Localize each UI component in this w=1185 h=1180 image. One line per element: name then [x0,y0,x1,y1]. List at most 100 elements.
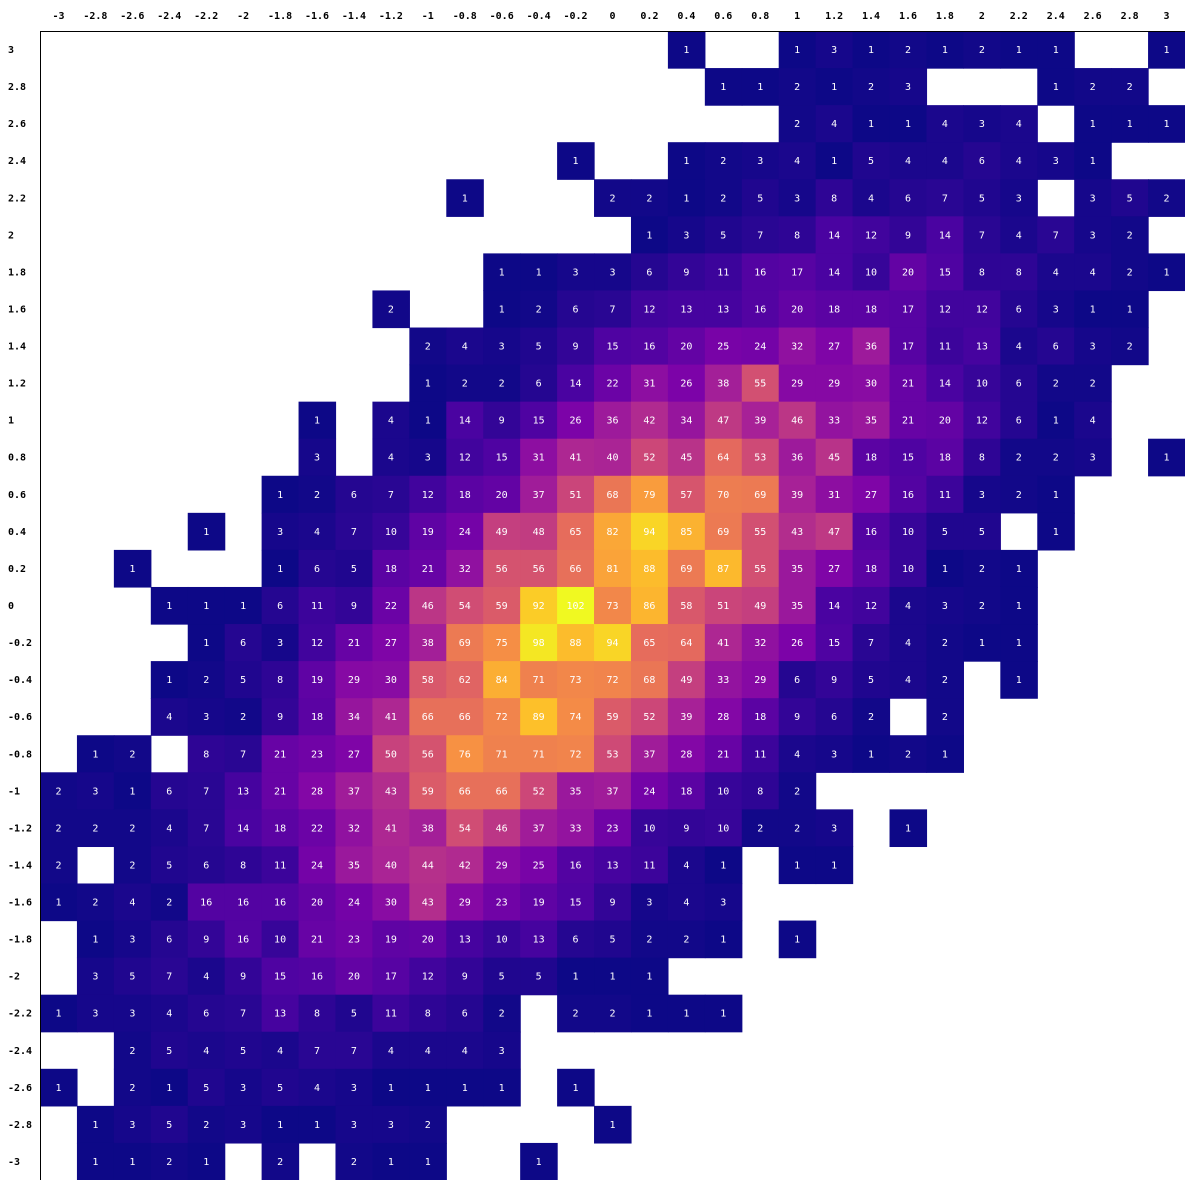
cell-value-label: 1 [203,527,209,538]
cell-value-label: 1 [942,45,948,56]
cell-value-label: 27 [865,490,877,501]
cell-value-label: 13 [606,860,618,871]
cell-value-label: 3 [794,193,800,204]
cell-value-label: 31 [533,453,545,464]
heatmap-cell [483,1031,521,1070]
heatmap-cell [187,846,226,885]
heatmap-cell [483,512,521,551]
heatmap-cell [630,327,669,366]
heatmap-cell [630,290,669,329]
heatmap-cell [741,512,780,551]
heatmap-cell [741,549,780,588]
cell-value-label: 2 [536,304,542,315]
cell-value-label: 10 [976,379,988,390]
heatmap-cell [335,661,374,699]
heatmap-cell [1074,179,1112,217]
cell-value-label: 7 [240,749,246,760]
cell-value-label: 9 [683,267,689,278]
heatmap-cell [1074,438,1112,477]
cell-value-label: 13 [717,304,729,315]
cell-value-label: 4 [388,1046,394,1057]
heatmap-cell [1037,327,1075,366]
cell-value-label: 1 [462,193,468,204]
cell-value-label: 25 [533,860,545,871]
y-tick-label: 1.2 [8,379,26,390]
cell-value-label: 17 [902,342,914,353]
cell-value-label: 16 [237,898,249,909]
cell-value-label: 2 [129,1046,135,1057]
cell-value-label: 4 [1016,230,1022,241]
cell-value-label: 20 [422,935,434,946]
cell-value-label: 12 [865,230,877,241]
cell-value-label: 1 [1053,416,1059,427]
heatmap-cell [889,327,928,366]
cell-value-label: 35 [791,564,803,575]
heatmap-cell [76,957,115,996]
heatmap-cell [926,735,964,773]
x-tick-label: 2.2 [1010,11,1028,22]
heatmap-cell [1000,475,1038,514]
heatmap-cell [76,735,115,773]
heatmap-cell [261,512,300,551]
cell-value-label: 1 [277,1120,283,1131]
cell-value-label: 7 [314,1046,320,1057]
heatmap-cell [889,68,928,106]
heatmap-cell [372,809,410,848]
cell-value-label: 37 [533,490,545,501]
heatmap-cell [889,512,928,551]
heatmap-cell [557,809,595,848]
cell-value-label: 49 [496,527,508,538]
cell-value-label: 1 [92,1157,98,1168]
heatmap-cell [667,475,706,514]
cell-value-label: 70 [717,490,729,501]
cell-value-label: 1 [646,230,652,241]
cell-value-label: 4 [314,1083,320,1094]
cell-value-label: 1 [55,1009,61,1020]
cell-value-label: 5 [351,1009,357,1020]
heatmap-cell [667,883,706,922]
heatmap-cell [1074,401,1112,440]
cell-value-label: 2 [1053,453,1059,464]
cell-value-label: 2 [942,638,948,649]
heatmap-cell [852,327,891,366]
cell-value-label: 2 [55,786,61,797]
cell-value-label: 94 [606,638,618,649]
cell-value-label: 18 [865,453,877,464]
heatmap-cell [594,772,632,810]
cell-value-label: 4 [1016,119,1022,130]
cell-value-label: 8 [794,230,800,241]
cell-value-label: 62 [459,675,471,686]
heatmap-cell [409,735,447,773]
cell-value-label: 18 [274,823,286,834]
cell-value-label: 36 [865,342,877,353]
cell-value-label: 11 [939,342,951,353]
cell-value-label: 71 [533,675,545,686]
heatmap-cell [630,549,669,588]
heatmap-cell [1000,624,1038,662]
heatmap-cell [1148,31,1185,69]
cell-value-label: 43 [422,898,434,909]
heatmap-cell [187,735,226,773]
heatmap-cell [557,327,595,366]
heatmap-cell [815,142,854,180]
cell-value-label: 18 [828,304,840,315]
cell-value-label: 29 [348,675,360,686]
heatmap-cell [630,253,669,292]
y-tick-label: 2.4 [8,156,26,167]
heatmap-cell [926,253,964,292]
cell-value-label: 1 [277,564,283,575]
x-tick-label: -1.8 [268,11,292,22]
cell-value-label: 50 [385,749,397,760]
cell-value-label: 65 [570,527,582,538]
heatmap-cell [446,661,484,699]
heatmap-cell [1037,31,1075,69]
x-tick-label: 1 [794,11,800,22]
cell-value-label: 1 [720,935,726,946]
heatmap-cell [557,142,595,180]
cell-value-label: 7 [203,823,209,834]
cell-value-label: 6 [240,638,246,649]
heatmap-cell [261,957,300,996]
heatmap-cell [187,1105,226,1144]
cell-value-label: 14 [939,230,951,241]
heatmap-cell [963,438,1001,477]
